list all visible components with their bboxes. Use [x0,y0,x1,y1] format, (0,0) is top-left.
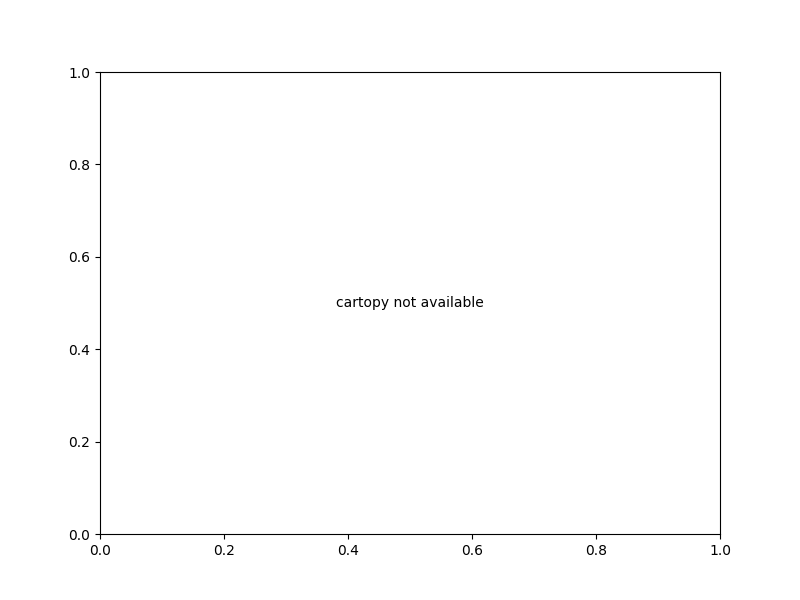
Text: cartopy not available: cartopy not available [336,296,484,310]
